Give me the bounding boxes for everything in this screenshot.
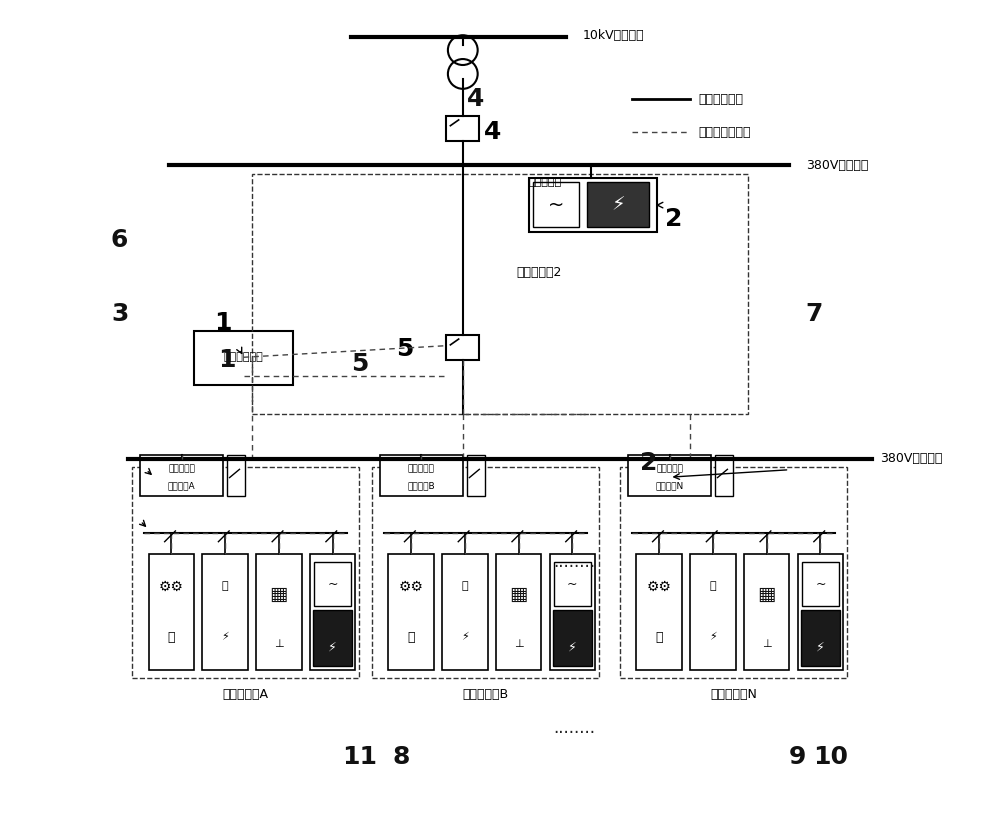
- Bar: [194, 331, 293, 385]
- Text: 控制系统N: 控制系统N: [655, 481, 684, 490]
- Text: ⚡: ⚡: [709, 633, 717, 643]
- Bar: [314, 562, 351, 606]
- Text: 🚗: 🚗: [168, 631, 175, 644]
- Bar: [256, 554, 302, 670]
- Bar: [533, 182, 579, 227]
- Bar: [553, 610, 592, 666]
- Text: ⚙⚙: ⚙⚙: [159, 580, 184, 594]
- Text: 4: 4: [467, 87, 484, 112]
- Text: 10kV交流母线: 10kV交流母线: [583, 29, 644, 42]
- Bar: [715, 455, 733, 496]
- Text: 3: 3: [111, 302, 128, 327]
- Bar: [801, 610, 840, 666]
- Bar: [802, 562, 839, 606]
- Bar: [446, 335, 479, 360]
- Text: 微电网子网2: 微电网子网2: [517, 266, 562, 280]
- Bar: [388, 554, 434, 670]
- Text: 1: 1: [218, 347, 236, 372]
- Text: ........: ........: [553, 553, 595, 571]
- Text: 1: 1: [214, 310, 232, 335]
- Text: 微电网子网: 微电网子网: [656, 465, 683, 474]
- Text: 🌀: 🌀: [222, 581, 228, 591]
- Text: 6: 6: [111, 227, 128, 252]
- Bar: [140, 455, 223, 496]
- Bar: [313, 610, 352, 666]
- Bar: [380, 455, 463, 496]
- Text: 5: 5: [396, 337, 413, 361]
- Bar: [554, 562, 591, 606]
- Text: ⚡: ⚡: [611, 196, 625, 214]
- Bar: [744, 554, 789, 670]
- Text: 微电网子网N: 微电网子网N: [710, 688, 757, 701]
- Text: 🌀: 🌀: [462, 581, 468, 591]
- Bar: [690, 554, 736, 670]
- Bar: [227, 455, 245, 496]
- Text: ⚡: ⚡: [461, 633, 469, 643]
- Bar: [446, 116, 479, 141]
- Bar: [798, 554, 843, 670]
- Bar: [132, 467, 359, 678]
- Text: 380V交流母线: 380V交流母线: [806, 159, 868, 172]
- Text: ⚡: ⚡: [328, 640, 337, 653]
- Bar: [550, 554, 595, 670]
- Text: ........: ........: [553, 719, 595, 737]
- Text: 微电网子网A: 微电网子网A: [223, 688, 269, 701]
- Bar: [310, 554, 355, 670]
- Text: 380V交流母线: 380V交流母线: [880, 452, 943, 466]
- Text: 控制系统B: 控制系统B: [408, 481, 435, 490]
- Text: 2: 2: [665, 207, 683, 232]
- Text: 集中式储能: 集中式储能: [529, 177, 562, 187]
- Bar: [202, 554, 248, 670]
- Text: 2: 2: [640, 451, 658, 476]
- Text: 🌀: 🌀: [710, 581, 716, 591]
- Text: 微电网子网B: 微电网子网B: [462, 688, 509, 701]
- Text: 控制系统A: 控制系统A: [168, 481, 195, 490]
- Text: 🚗: 🚗: [407, 631, 415, 644]
- Text: ▦: ▦: [270, 586, 288, 604]
- Text: ⊥: ⊥: [274, 639, 284, 649]
- Bar: [442, 554, 488, 670]
- Bar: [467, 455, 485, 496]
- Text: 4: 4: [483, 120, 501, 145]
- Text: ⚡: ⚡: [816, 640, 825, 653]
- Bar: [496, 554, 541, 670]
- Text: 11: 11: [342, 744, 377, 769]
- Bar: [636, 554, 682, 670]
- Text: 中央控制系统: 中央控制系统: [224, 352, 264, 362]
- Text: 电力输电线路: 电力输电线路: [698, 93, 743, 106]
- Text: 8: 8: [392, 744, 409, 769]
- Bar: [587, 182, 649, 227]
- Bar: [252, 174, 748, 414]
- Text: ~: ~: [548, 196, 564, 214]
- Bar: [620, 467, 847, 678]
- Text: 9: 9: [789, 744, 806, 769]
- Text: 微电网子网: 微电网子网: [168, 465, 195, 474]
- Text: 🚗: 🚗: [655, 631, 663, 644]
- Text: 10: 10: [813, 744, 848, 769]
- Text: ▦: ▦: [758, 586, 776, 604]
- Text: ▦: ▦: [509, 586, 528, 604]
- Text: ⚙⚙: ⚙⚙: [647, 580, 672, 594]
- Text: ⊥: ⊥: [514, 639, 523, 649]
- Text: ~: ~: [567, 578, 578, 590]
- Text: 微电网通信线路: 微电网通信线路: [698, 126, 751, 139]
- Text: ⚙⚙: ⚙⚙: [399, 580, 424, 594]
- Text: ⚡: ⚡: [568, 640, 577, 653]
- Text: ~: ~: [815, 578, 826, 590]
- Text: 5: 5: [351, 351, 368, 376]
- Text: ⊥: ⊥: [762, 639, 772, 649]
- Text: ⚡: ⚡: [221, 633, 229, 643]
- Bar: [372, 467, 599, 678]
- Bar: [529, 178, 657, 232]
- Bar: [149, 554, 194, 670]
- Text: 微电网子网: 微电网子网: [408, 465, 435, 474]
- Text: 7: 7: [806, 302, 823, 327]
- Bar: [628, 455, 711, 496]
- Text: ~: ~: [327, 578, 338, 590]
